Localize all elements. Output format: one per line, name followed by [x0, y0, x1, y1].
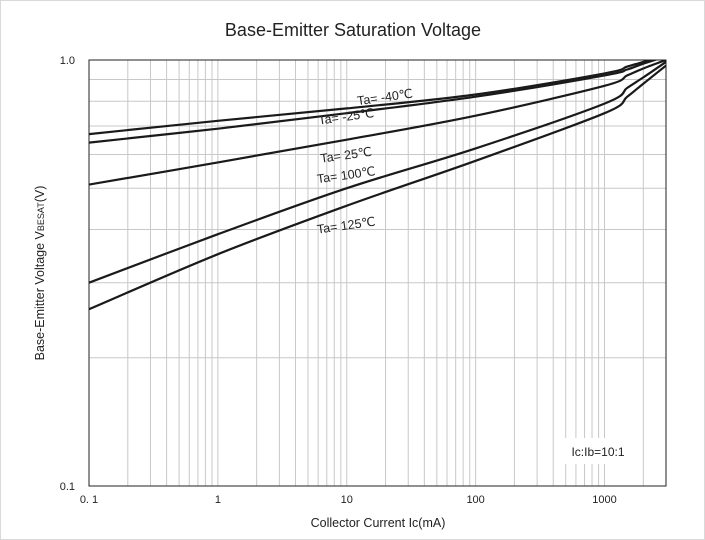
series-line-4	[89, 64, 666, 311]
condition-note: Ic:Ib=10:1	[556, 438, 640, 464]
x-tick-label: 1	[215, 494, 221, 506]
grid-lines	[89, 60, 666, 486]
y-tick-label: 1.0	[60, 55, 75, 67]
tick-labels: 0. 1 1 10 100 1000 0.1 1.0	[60, 55, 617, 506]
y-axis-title-subscript: BESAT	[36, 202, 46, 231]
series-line-2	[89, 60, 666, 186]
x-tick-label: 1000	[592, 494, 616, 506]
series-label-1: Ta= -25℃	[317, 106, 374, 128]
condition-note-text: Ic:Ib=10:1	[571, 445, 624, 459]
series-label-2: Ta= 25℃	[320, 145, 373, 166]
x-tick-label: 10	[341, 494, 353, 506]
series-label-3: Ta= 100℃	[316, 164, 376, 186]
data-curves	[89, 60, 666, 311]
series-line-0	[89, 60, 653, 136]
y-axis-title: Base-Emitter Voltage VBESAT(V)	[33, 186, 47, 361]
plot-area-border	[88, 59, 667, 487]
series-line-3	[89, 60, 666, 284]
chart-title: Base-Emitter Saturation Voltage	[225, 20, 481, 40]
series-label-4: Ta= 125℃	[316, 215, 376, 237]
series-line-1	[89, 60, 659, 144]
condition-note-box	[556, 438, 640, 464]
x-tick-label: 0. 1	[80, 494, 98, 506]
x-tick-label: 100	[466, 494, 484, 506]
y-axis-title-unit: (V)	[33, 186, 47, 203]
x-axis-title: Collector Current Ic(mA)	[311, 516, 446, 530]
y-tick-label: 0.1	[60, 481, 75, 493]
